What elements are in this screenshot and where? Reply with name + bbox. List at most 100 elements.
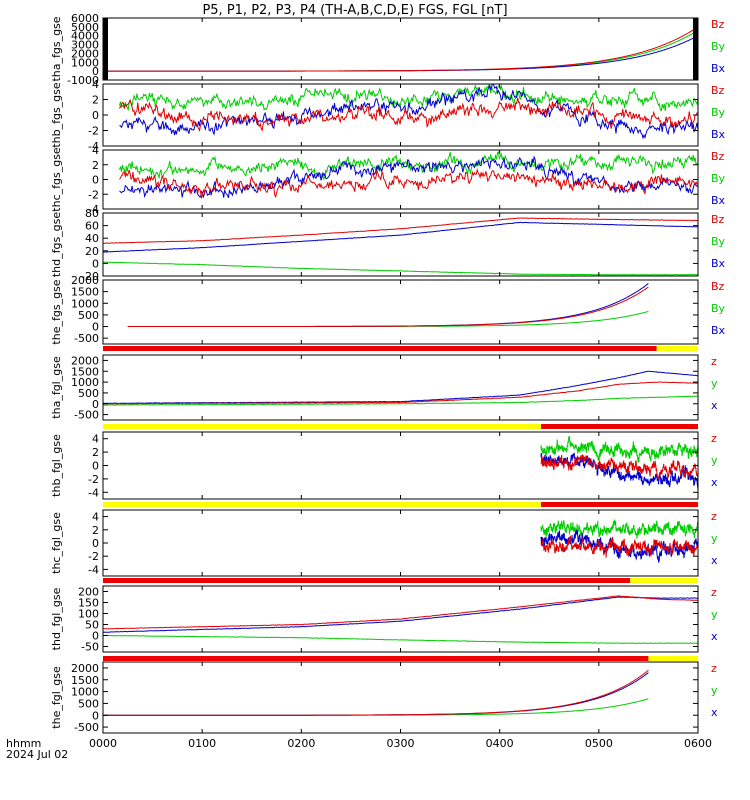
series-y bbox=[540, 436, 698, 463]
mode-bar bbox=[103, 346, 698, 351]
series-z bbox=[103, 381, 698, 405]
x-tick-label: 0400 bbox=[486, 737, 514, 750]
legend-z: Bz bbox=[711, 84, 725, 97]
y-tick-label: 0 bbox=[92, 109, 99, 122]
mode-bar bbox=[103, 502, 698, 507]
y-axis-label: thd_fgl_gse bbox=[50, 587, 63, 650]
series-y bbox=[103, 634, 698, 644]
legend: zyx bbox=[711, 432, 718, 489]
legend-y: By bbox=[711, 106, 726, 119]
y-tick-label: 2 bbox=[92, 159, 99, 172]
legend: Bz By Bx bbox=[711, 213, 726, 270]
mode-bar bbox=[103, 424, 698, 429]
panel-lines bbox=[127, 283, 649, 327]
y-tick-label: 1000 bbox=[71, 376, 99, 389]
y-axis-label: tha_fgl_gse bbox=[50, 356, 63, 419]
legend-z: z bbox=[711, 510, 717, 523]
y-tick-label: 4 bbox=[92, 78, 99, 91]
y-tick-label: -2 bbox=[88, 473, 99, 486]
y-tick-label: 500 bbox=[78, 697, 99, 710]
data-gap-left bbox=[103, 18, 108, 80]
series-y bbox=[103, 395, 698, 406]
series-y bbox=[119, 151, 698, 181]
mode-segment-yellow bbox=[656, 346, 698, 351]
mode-segment-yellow bbox=[630, 578, 698, 583]
y-tick-label: 0 bbox=[92, 537, 99, 550]
y-tick-label: -4 bbox=[88, 203, 99, 216]
y-tick-label: 0 bbox=[92, 65, 99, 78]
y-axis-label: the_fgs_gse bbox=[50, 279, 63, 344]
y-tick-label: 6000 bbox=[71, 12, 99, 25]
y-tick-label: -2 bbox=[88, 188, 99, 201]
panels: 6000500040003000200010000-1000tha_fgs_gs… bbox=[50, 12, 726, 734]
y-tick-label: 40 bbox=[85, 232, 99, 245]
legend-z: z bbox=[711, 586, 717, 599]
panel-lines bbox=[540, 436, 698, 490]
legend-y: y bbox=[711, 608, 718, 621]
y-tick-label: -2 bbox=[88, 125, 99, 138]
x-tick-label: 0500 bbox=[585, 737, 613, 750]
legend: zyx bbox=[711, 510, 718, 567]
series-y bbox=[127, 310, 649, 327]
series-x bbox=[103, 35, 698, 72]
y-tick-label: 2000 bbox=[71, 662, 99, 675]
y-tick-label: 500 bbox=[78, 309, 99, 322]
panel-lines bbox=[103, 370, 698, 406]
series-z bbox=[119, 167, 698, 199]
series-y bbox=[103, 29, 698, 72]
mode-segment-red bbox=[540, 424, 698, 429]
mode-segment-red bbox=[103, 578, 631, 583]
y-tick-label: 1000 bbox=[71, 686, 99, 699]
y-tick-label: -500 bbox=[74, 721, 99, 734]
y-tick-label: 2 bbox=[92, 94, 99, 107]
legend-x: x bbox=[711, 399, 718, 412]
legend-x: Bx bbox=[711, 62, 726, 75]
legend-x: x bbox=[711, 554, 718, 567]
mode-segment-red bbox=[103, 656, 649, 661]
y-tick-label: 4 bbox=[92, 144, 99, 157]
y-tick-label: 500 bbox=[78, 387, 99, 400]
legend-z: z bbox=[711, 355, 717, 368]
series-x bbox=[103, 596, 698, 633]
x-tick-label: 0300 bbox=[387, 737, 415, 750]
series-y bbox=[103, 698, 649, 716]
panel-frame bbox=[102, 279, 699, 345]
footer-hhmm: hhmm bbox=[6, 737, 41, 750]
legend-x: Bx bbox=[711, 257, 726, 270]
y-axis-label: the_fgl_gse bbox=[50, 666, 63, 729]
y-tick-label: 4 bbox=[92, 511, 99, 524]
panel-thc_fgs_gse: 4 2 0-2 -4 thc_fgs_gse Bz By Bx bbox=[50, 144, 726, 216]
panel-thb_fgs_gse: 4 2 0 -2 -4 thb_fgs_gse Bz By Bx bbox=[50, 78, 726, 153]
legend: Bz By Bx bbox=[711, 84, 726, 141]
series-x bbox=[103, 221, 698, 253]
mode-bar bbox=[103, 578, 698, 583]
y-tick-label: -4 bbox=[88, 563, 99, 576]
y-tick-label: 0 bbox=[92, 321, 99, 334]
y-tick-label: 0 bbox=[92, 460, 99, 473]
legend-z: z bbox=[711, 662, 717, 675]
legend-z: Bz bbox=[711, 213, 725, 226]
y-tick-label: 2000 bbox=[71, 354, 99, 367]
x-tick-label: 0000 bbox=[89, 737, 117, 750]
y-tick-label: 50 bbox=[85, 619, 99, 632]
y-tick-label: 60 bbox=[85, 220, 99, 233]
y-tick-label: 1500 bbox=[71, 286, 99, 299]
legend-x: x bbox=[711, 630, 718, 643]
legend-z: Bz bbox=[711, 150, 725, 163]
panel-frame bbox=[102, 661, 699, 734]
panel-lines bbox=[119, 151, 698, 199]
y-tick-label: 150 bbox=[78, 597, 99, 610]
series-z bbox=[103, 26, 698, 72]
legend-z: Bz bbox=[711, 18, 725, 31]
legend: Bz By Bx bbox=[711, 150, 726, 207]
series-z bbox=[540, 534, 698, 558]
legend: zyx bbox=[711, 586, 718, 643]
y-tick-label: -4 bbox=[88, 486, 99, 499]
panel-lines bbox=[103, 26, 698, 72]
y-tick-label: 0 bbox=[92, 398, 99, 411]
y-tick-label: -20 bbox=[81, 270, 99, 283]
y-tick-label: -500 bbox=[74, 332, 99, 345]
